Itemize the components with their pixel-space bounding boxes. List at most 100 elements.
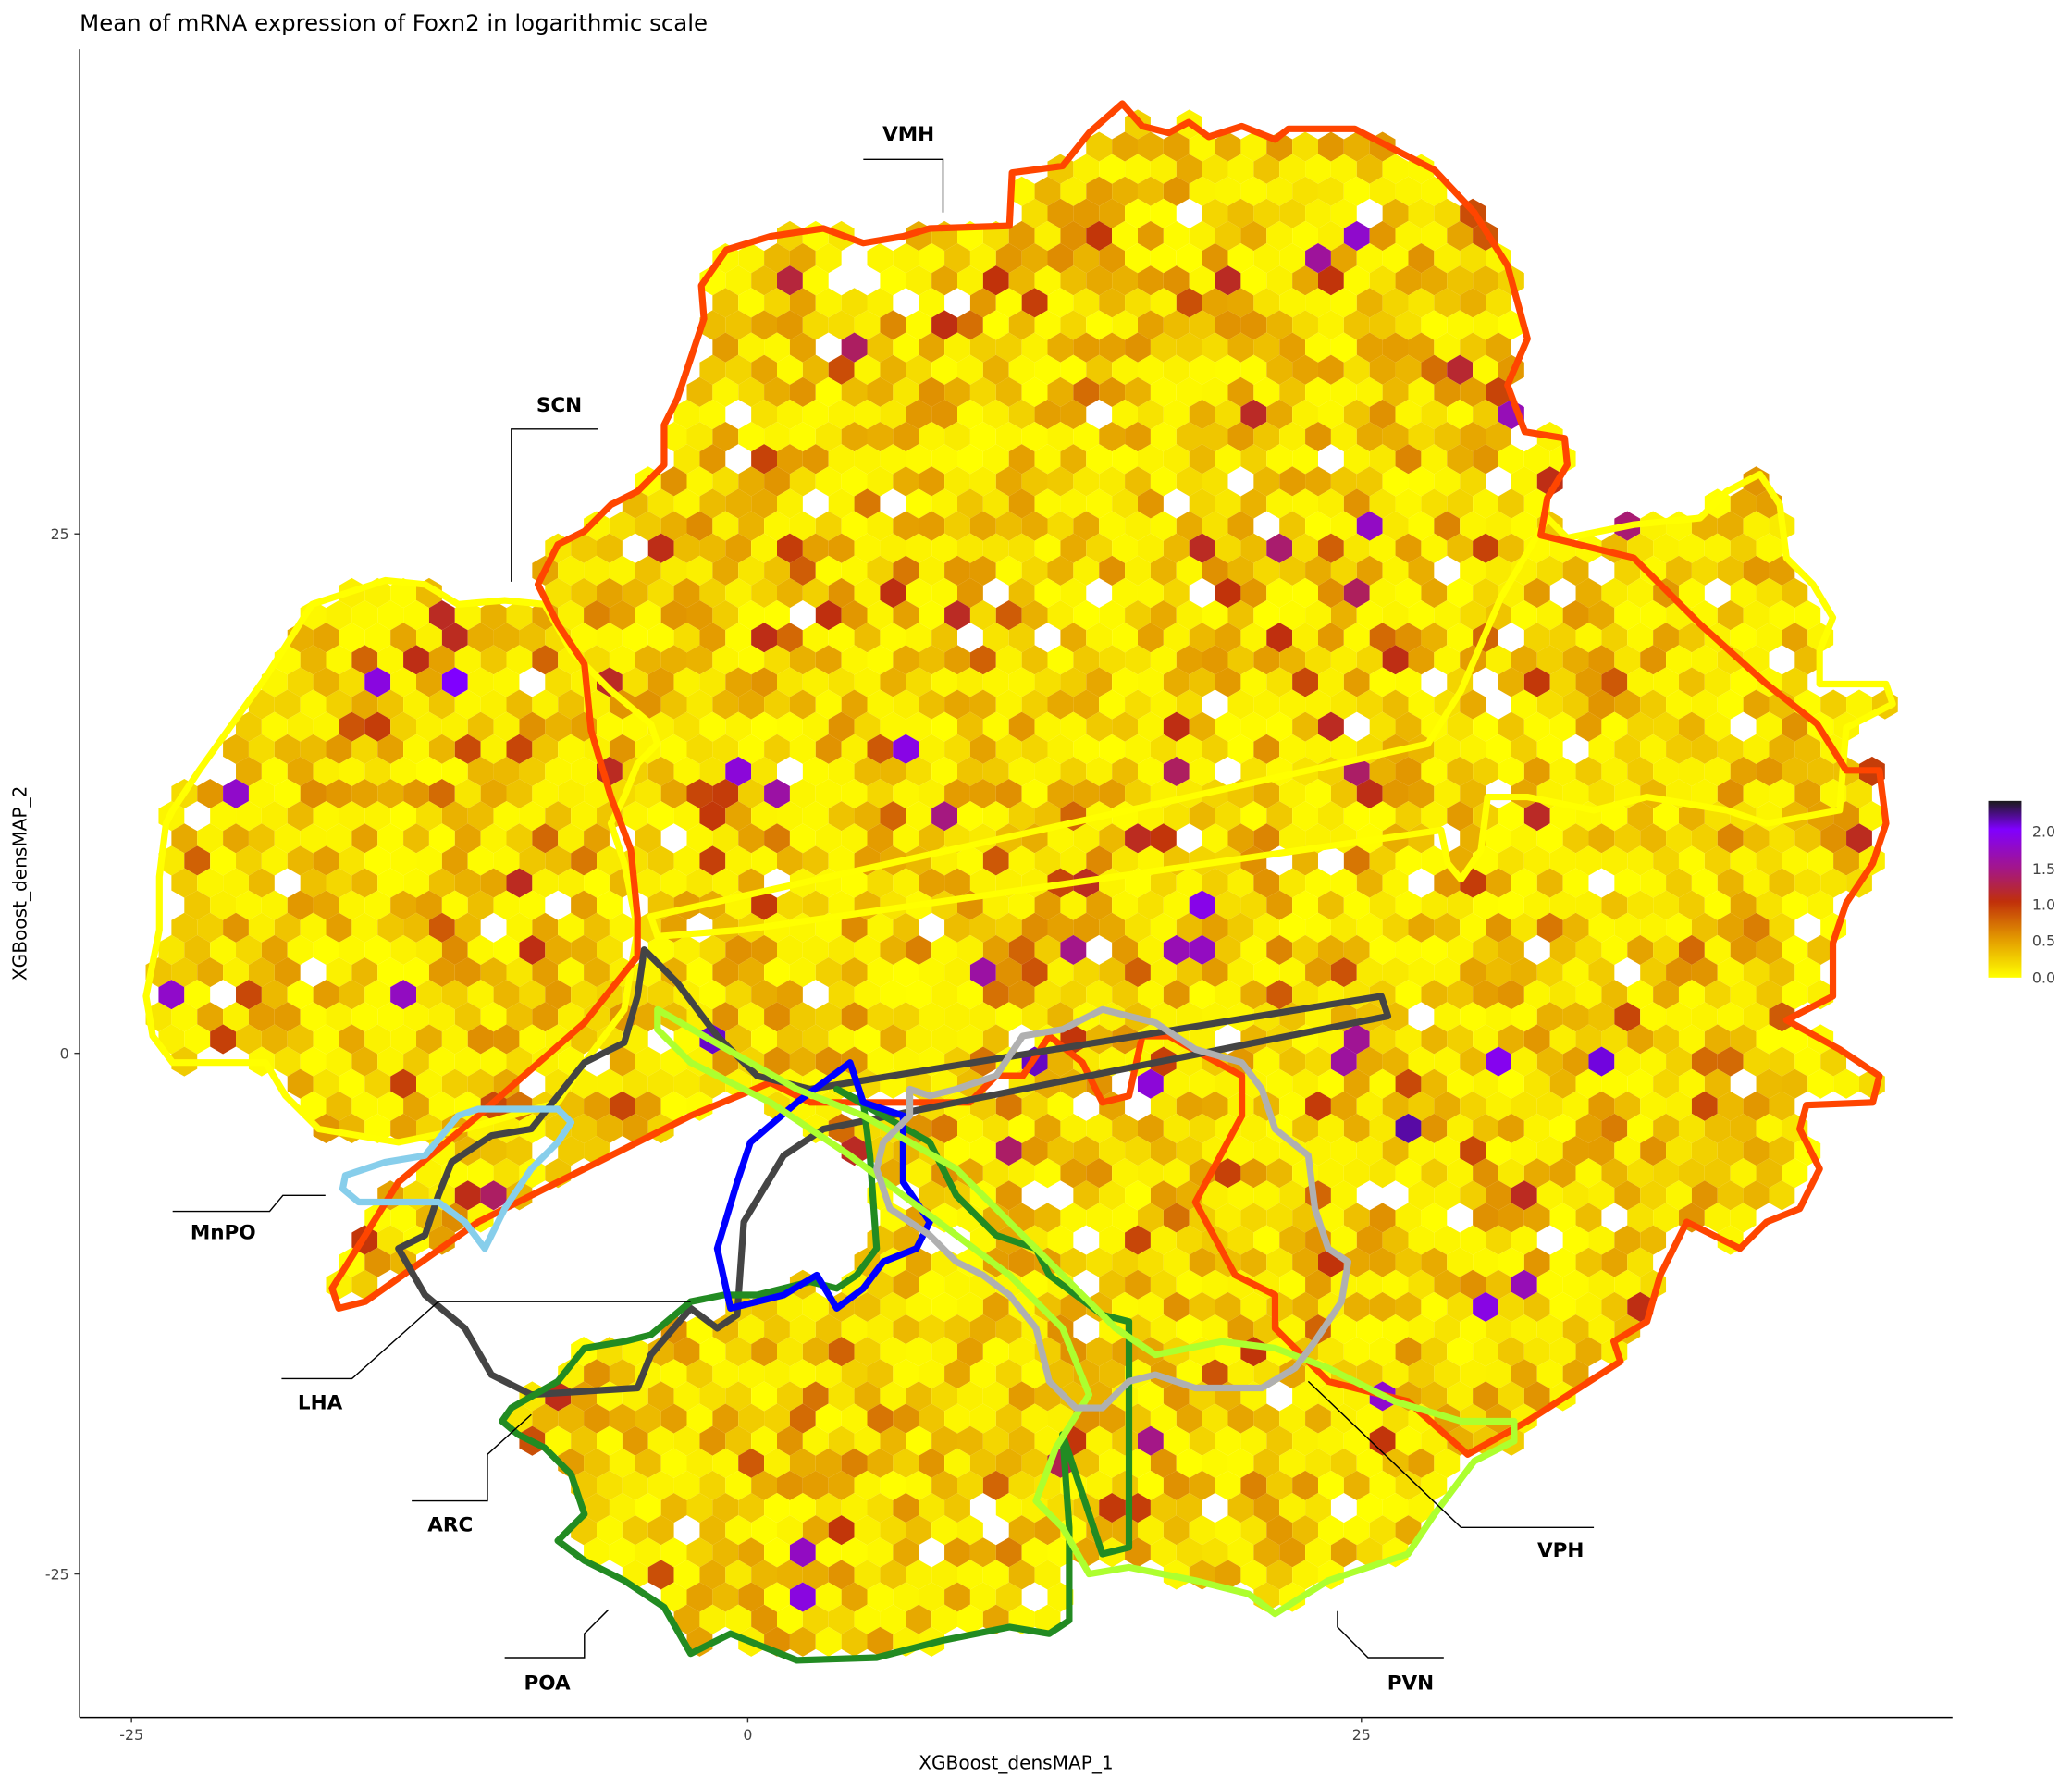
hexbin bbox=[352, 1269, 378, 1300]
hexbin bbox=[1486, 734, 1511, 764]
hexbin bbox=[454, 823, 481, 854]
hexbin bbox=[686, 511, 713, 541]
y-ticks: 25 0 -25 bbox=[45, 525, 80, 1583]
hexbin bbox=[1704, 1202, 1731, 1233]
hexbin bbox=[1125, 288, 1151, 318]
hexbin bbox=[1782, 711, 1808, 742]
hexbin bbox=[558, 956, 585, 988]
hexbin bbox=[622, 577, 648, 609]
hexbin bbox=[648, 1381, 674, 1412]
region-outline-vph bbox=[873, 1005, 1352, 1412]
hexbin bbox=[1125, 332, 1151, 363]
hexbin bbox=[1369, 220, 1396, 252]
svg-text:LHA: LHA bbox=[298, 1391, 343, 1414]
x-tick-label: -25 bbox=[119, 1726, 143, 1744]
hexbin bbox=[956, 1470, 983, 1500]
hexbin bbox=[1756, 980, 1782, 1010]
hexbin bbox=[1125, 154, 1151, 184]
hexbin bbox=[1460, 600, 1486, 631]
hexbin bbox=[1112, 1158, 1138, 1189]
hexbin bbox=[1549, 667, 1576, 697]
hexbin bbox=[1266, 488, 1293, 519]
hexbin bbox=[1125, 198, 1151, 228]
hexbin bbox=[1317, 131, 1344, 162]
hexbin bbox=[1189, 399, 1215, 430]
hexbin bbox=[1176, 1403, 1202, 1434]
hexbin bbox=[1769, 823, 1795, 854]
hexbin bbox=[764, 243, 790, 274]
hexbin bbox=[1536, 912, 1563, 943]
hexbin bbox=[1008, 176, 1035, 206]
hexbin bbox=[1215, 1202, 1241, 1233]
hexbin bbox=[1460, 1314, 1486, 1345]
hexbin bbox=[1704, 845, 1731, 876]
hexbin bbox=[197, 868, 224, 898]
hexbin bbox=[828, 711, 855, 742]
hexbin bbox=[1486, 1002, 1511, 1032]
hexbin bbox=[1227, 1492, 1254, 1523]
hexbin bbox=[1189, 310, 1215, 340]
hexbin bbox=[1575, 577, 1602, 609]
hexbin bbox=[764, 1002, 790, 1032]
hexbin bbox=[1343, 1024, 1370, 1054]
hexbin bbox=[1150, 734, 1177, 764]
hexbin bbox=[1099, 1492, 1126, 1523]
hexbin bbox=[1460, 1002, 1486, 1032]
hexbin bbox=[1215, 980, 1241, 1010]
hexbin bbox=[969, 1135, 996, 1166]
hexbin bbox=[532, 956, 559, 988]
hexbin bbox=[352, 645, 378, 675]
hexbin bbox=[248, 823, 275, 854]
hexbin bbox=[1279, 376, 1306, 407]
hexbin bbox=[751, 310, 778, 340]
hexbin bbox=[1150, 422, 1177, 452]
hexbin bbox=[1125, 645, 1151, 675]
hexbin bbox=[1008, 1337, 1035, 1367]
hexbin bbox=[1640, 823, 1667, 854]
hexbin bbox=[969, 511, 996, 541]
hexbin bbox=[738, 600, 765, 631]
hexbin bbox=[982, 801, 1009, 832]
hexbin bbox=[364, 801, 391, 832]
hexbin bbox=[1266, 1068, 1293, 1099]
hexbin bbox=[1730, 577, 1757, 609]
hexbin bbox=[571, 934, 598, 966]
hexbin bbox=[558, 1002, 585, 1032]
hexbin bbox=[558, 1135, 585, 1166]
hexbin bbox=[1627, 1247, 1654, 1277]
hexbin bbox=[390, 845, 417, 876]
hexbin bbox=[584, 912, 610, 943]
hexbin bbox=[1356, 1225, 1383, 1255]
hexbin bbox=[828, 1425, 855, 1456]
hexbin bbox=[1021, 1537, 1048, 1568]
hexbin bbox=[1395, 623, 1422, 653]
hexbin bbox=[854, 399, 881, 430]
hexbin bbox=[828, 1470, 855, 1500]
hexbin bbox=[390, 1024, 417, 1054]
hexbin bbox=[454, 868, 481, 898]
hexbin bbox=[944, 868, 970, 898]
hexbin bbox=[1666, 1091, 1692, 1121]
hexbin bbox=[454, 645, 481, 675]
hexbin bbox=[416, 845, 442, 876]
hexbin bbox=[158, 1024, 185, 1054]
hexbin bbox=[880, 1560, 906, 1590]
hexbin bbox=[919, 555, 945, 586]
hexbin bbox=[1125, 376, 1151, 407]
hexbin bbox=[236, 980, 262, 1010]
hexbin bbox=[1305, 422, 1331, 452]
hexbin bbox=[1382, 332, 1409, 363]
hexbin bbox=[1369, 1113, 1396, 1144]
hexbin bbox=[906, 488, 932, 519]
hexbin bbox=[300, 1046, 327, 1077]
hexbin bbox=[982, 265, 1009, 296]
hexbin bbox=[1189, 801, 1215, 832]
hexbin bbox=[1460, 734, 1486, 764]
hexbin bbox=[506, 645, 533, 675]
hexbin bbox=[1408, 1091, 1435, 1121]
hexbin bbox=[1769, 779, 1795, 809]
hexbin bbox=[584, 555, 610, 586]
hexbin bbox=[1099, 1403, 1126, 1434]
hexbin bbox=[622, 1113, 648, 1144]
hexbin bbox=[467, 1068, 494, 1099]
